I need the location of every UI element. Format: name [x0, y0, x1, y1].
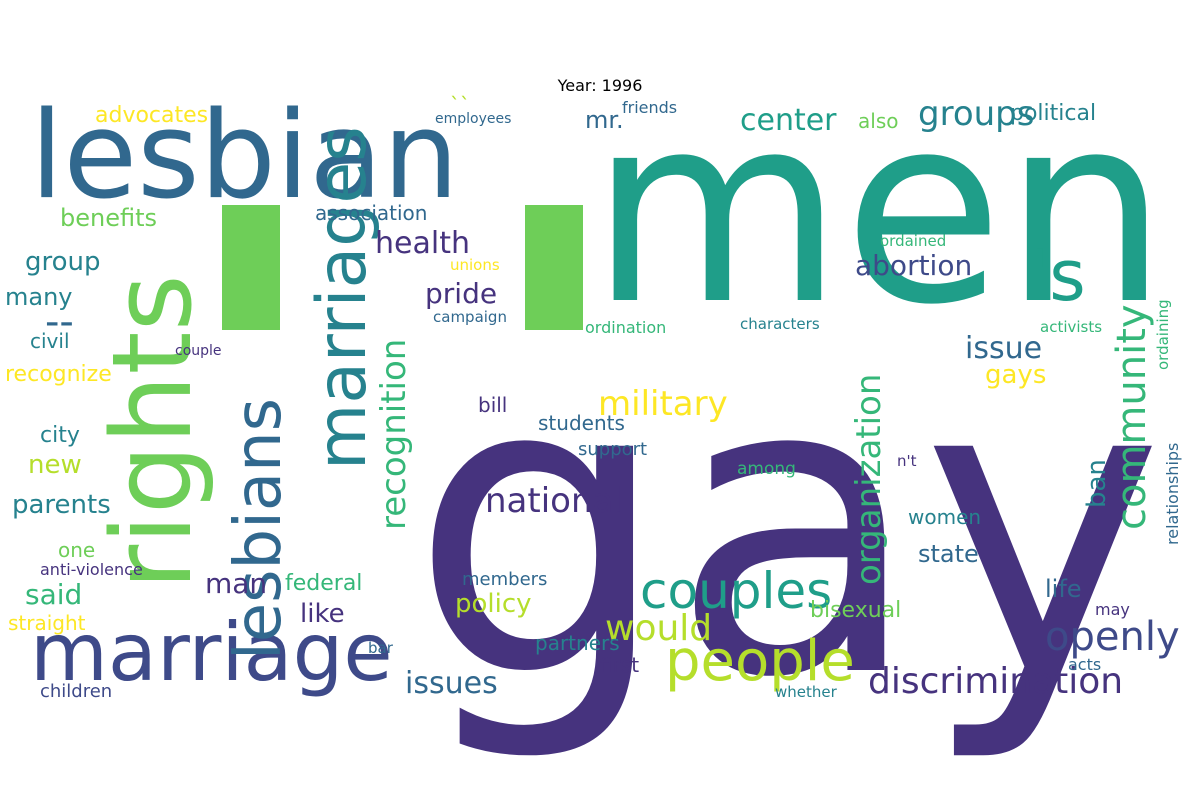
- word-51: members: [462, 569, 547, 590]
- word-60: ordination: [585, 318, 666, 337]
- word-19: groups: [918, 94, 1034, 134]
- word-9: couples: [640, 562, 832, 620]
- word-6: lesbians: [222, 398, 296, 660]
- word-72: whether: [775, 683, 838, 701]
- word-59: ordaining: [1154, 299, 1172, 370]
- word-11: openly: [1045, 614, 1180, 660]
- word-36: many: [5, 283, 73, 311]
- word-25: issues: [405, 666, 498, 701]
- word-55: bill: [478, 393, 507, 417]
- word-30: like: [300, 599, 345, 629]
- word-27: said: [25, 578, 82, 611]
- word-24: ban: [1082, 459, 1112, 508]
- word-12: discrimination: [868, 661, 1123, 702]
- word-50: state: [918, 540, 979, 568]
- word-13: recognition: [374, 339, 414, 530]
- word-15: military: [598, 384, 728, 424]
- word-31: policy: [455, 589, 532, 619]
- word-32: bisexual: [810, 598, 901, 623]
- word-43: civil: [30, 329, 70, 353]
- word-10: community: [1109, 304, 1155, 530]
- word-66: couple: [175, 343, 222, 359]
- word-73: bar: [368, 639, 394, 657]
- word-70: friends: [622, 98, 677, 117]
- word-64: campaign: [433, 308, 507, 326]
- word-69: employees: [435, 111, 511, 127]
- word-22: issue: [965, 331, 1042, 366]
- word-62: activists: [1040, 318, 1102, 336]
- chart-title: Year: 1996: [557, 76, 643, 95]
- word-75: may: [1095, 600, 1130, 619]
- word-45: city: [40, 423, 80, 448]
- word-63: among: [737, 459, 796, 479]
- word-39: association: [315, 201, 427, 225]
- word-26: man: [205, 567, 267, 600]
- word-41: mr.: [585, 106, 624, 134]
- word-33: life: [1045, 575, 1082, 603]
- word-74: n't: [897, 452, 917, 470]
- word-8: people: [665, 629, 855, 694]
- word-0: gay: [410, 289, 1164, 767]
- word-76: --: [45, 299, 74, 345]
- word-71: acts: [1068, 655, 1101, 674]
- word-44: recognize: [5, 362, 112, 387]
- word-14: organization: [849, 374, 889, 585]
- word-3: rights: [88, 274, 216, 590]
- word-67: anti-violence: [40, 560, 143, 579]
- word-57: children: [40, 681, 112, 702]
- word-29: pride: [425, 277, 497, 310]
- quote-mark-1: [222, 205, 280, 330]
- quote-mark-2: [525, 205, 583, 330]
- word-23: gays: [985, 360, 1046, 390]
- word-53: students: [538, 411, 625, 435]
- word-46: one: [58, 538, 95, 562]
- word-54: support: [578, 439, 647, 460]
- word-42: also: [858, 109, 898, 133]
- word-34: new: [28, 450, 82, 480]
- word-18: health: [375, 226, 470, 261]
- word-49: women: [908, 505, 981, 529]
- word-65: unions: [450, 256, 500, 274]
- word-52: partners: [535, 631, 620, 655]
- word-47: straight: [8, 611, 86, 635]
- word-58: relationships: [1163, 443, 1182, 545]
- word-16: national: [485, 481, 623, 521]
- word-21: abortion: [855, 249, 972, 282]
- word-61: characters: [740, 315, 820, 333]
- word-35: parents: [12, 490, 111, 520]
- word-7: 's: [1030, 235, 1086, 317]
- word-28: group: [25, 247, 101, 277]
- word-56: first: [600, 653, 639, 677]
- word-48: federal: [285, 571, 362, 596]
- word-37: benefits: [60, 204, 157, 232]
- word-77: ``: [450, 93, 470, 117]
- word-5: marriages: [303, 126, 382, 470]
- word-1: men: [590, 60, 1168, 362]
- word-17: would: [605, 608, 712, 649]
- word-2: lesbian: [30, 87, 459, 226]
- word-68: ordained: [880, 232, 946, 250]
- word-38: advocates: [95, 103, 208, 128]
- word-20: center: [740, 103, 837, 138]
- word-4: marriage: [30, 606, 393, 699]
- word-40: political: [1010, 101, 1096, 126]
